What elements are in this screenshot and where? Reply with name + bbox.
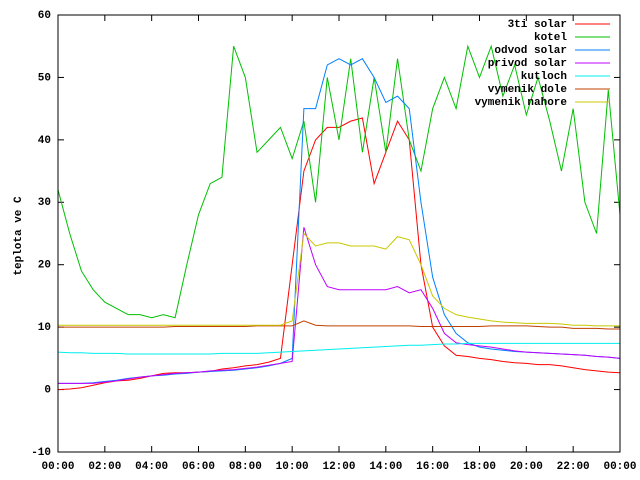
line-series xyxy=(58,232,620,327)
x-tick-label: 10:00 xyxy=(276,461,309,473)
y-tick-label: 40 xyxy=(38,135,51,147)
x-tick-label: 08:00 xyxy=(229,461,262,473)
x-tick-label: 00:00 xyxy=(41,461,74,473)
x-tick-label: 06:00 xyxy=(182,461,215,473)
line-series xyxy=(58,227,621,384)
x-tick-label: 00:00 xyxy=(603,461,636,473)
plot-border xyxy=(57,14,621,453)
y-tick-label: 20 xyxy=(38,260,51,272)
y-axis-label: teplota ve C xyxy=(13,196,25,276)
x-tick-label: 14:00 xyxy=(369,461,402,473)
legend-label: kotel xyxy=(534,32,567,44)
legend-label: vymenik dole xyxy=(488,84,568,96)
y-tick-label: 10 xyxy=(38,322,51,334)
x-tick-label: 04:00 xyxy=(135,461,168,473)
x-tick-label: 12:00 xyxy=(322,461,355,473)
y-tick-label: -10 xyxy=(31,447,51,459)
legend-label: 3ti solar xyxy=(508,19,567,31)
legend-label: kutloch xyxy=(521,71,567,83)
x-tick-label: 18:00 xyxy=(463,461,496,473)
line-series xyxy=(58,320,620,330)
x-tick-label: 20:00 xyxy=(510,461,543,473)
legend-label: privod solar xyxy=(488,58,567,70)
x-tick-label: 16:00 xyxy=(416,461,449,473)
legend-label: odvod solar xyxy=(494,45,567,57)
y-tick-label: 60 xyxy=(38,10,51,22)
y-tick-label: 0 xyxy=(44,384,51,396)
line-series xyxy=(57,342,620,355)
y-tick-label: 50 xyxy=(38,72,51,84)
y-tick-label: 30 xyxy=(38,197,51,209)
x-tick-label: 02:00 xyxy=(88,461,121,473)
line-series xyxy=(57,44,621,319)
legend-label: vymenik nahore xyxy=(475,97,568,109)
x-tick-label: 22:00 xyxy=(557,461,590,473)
